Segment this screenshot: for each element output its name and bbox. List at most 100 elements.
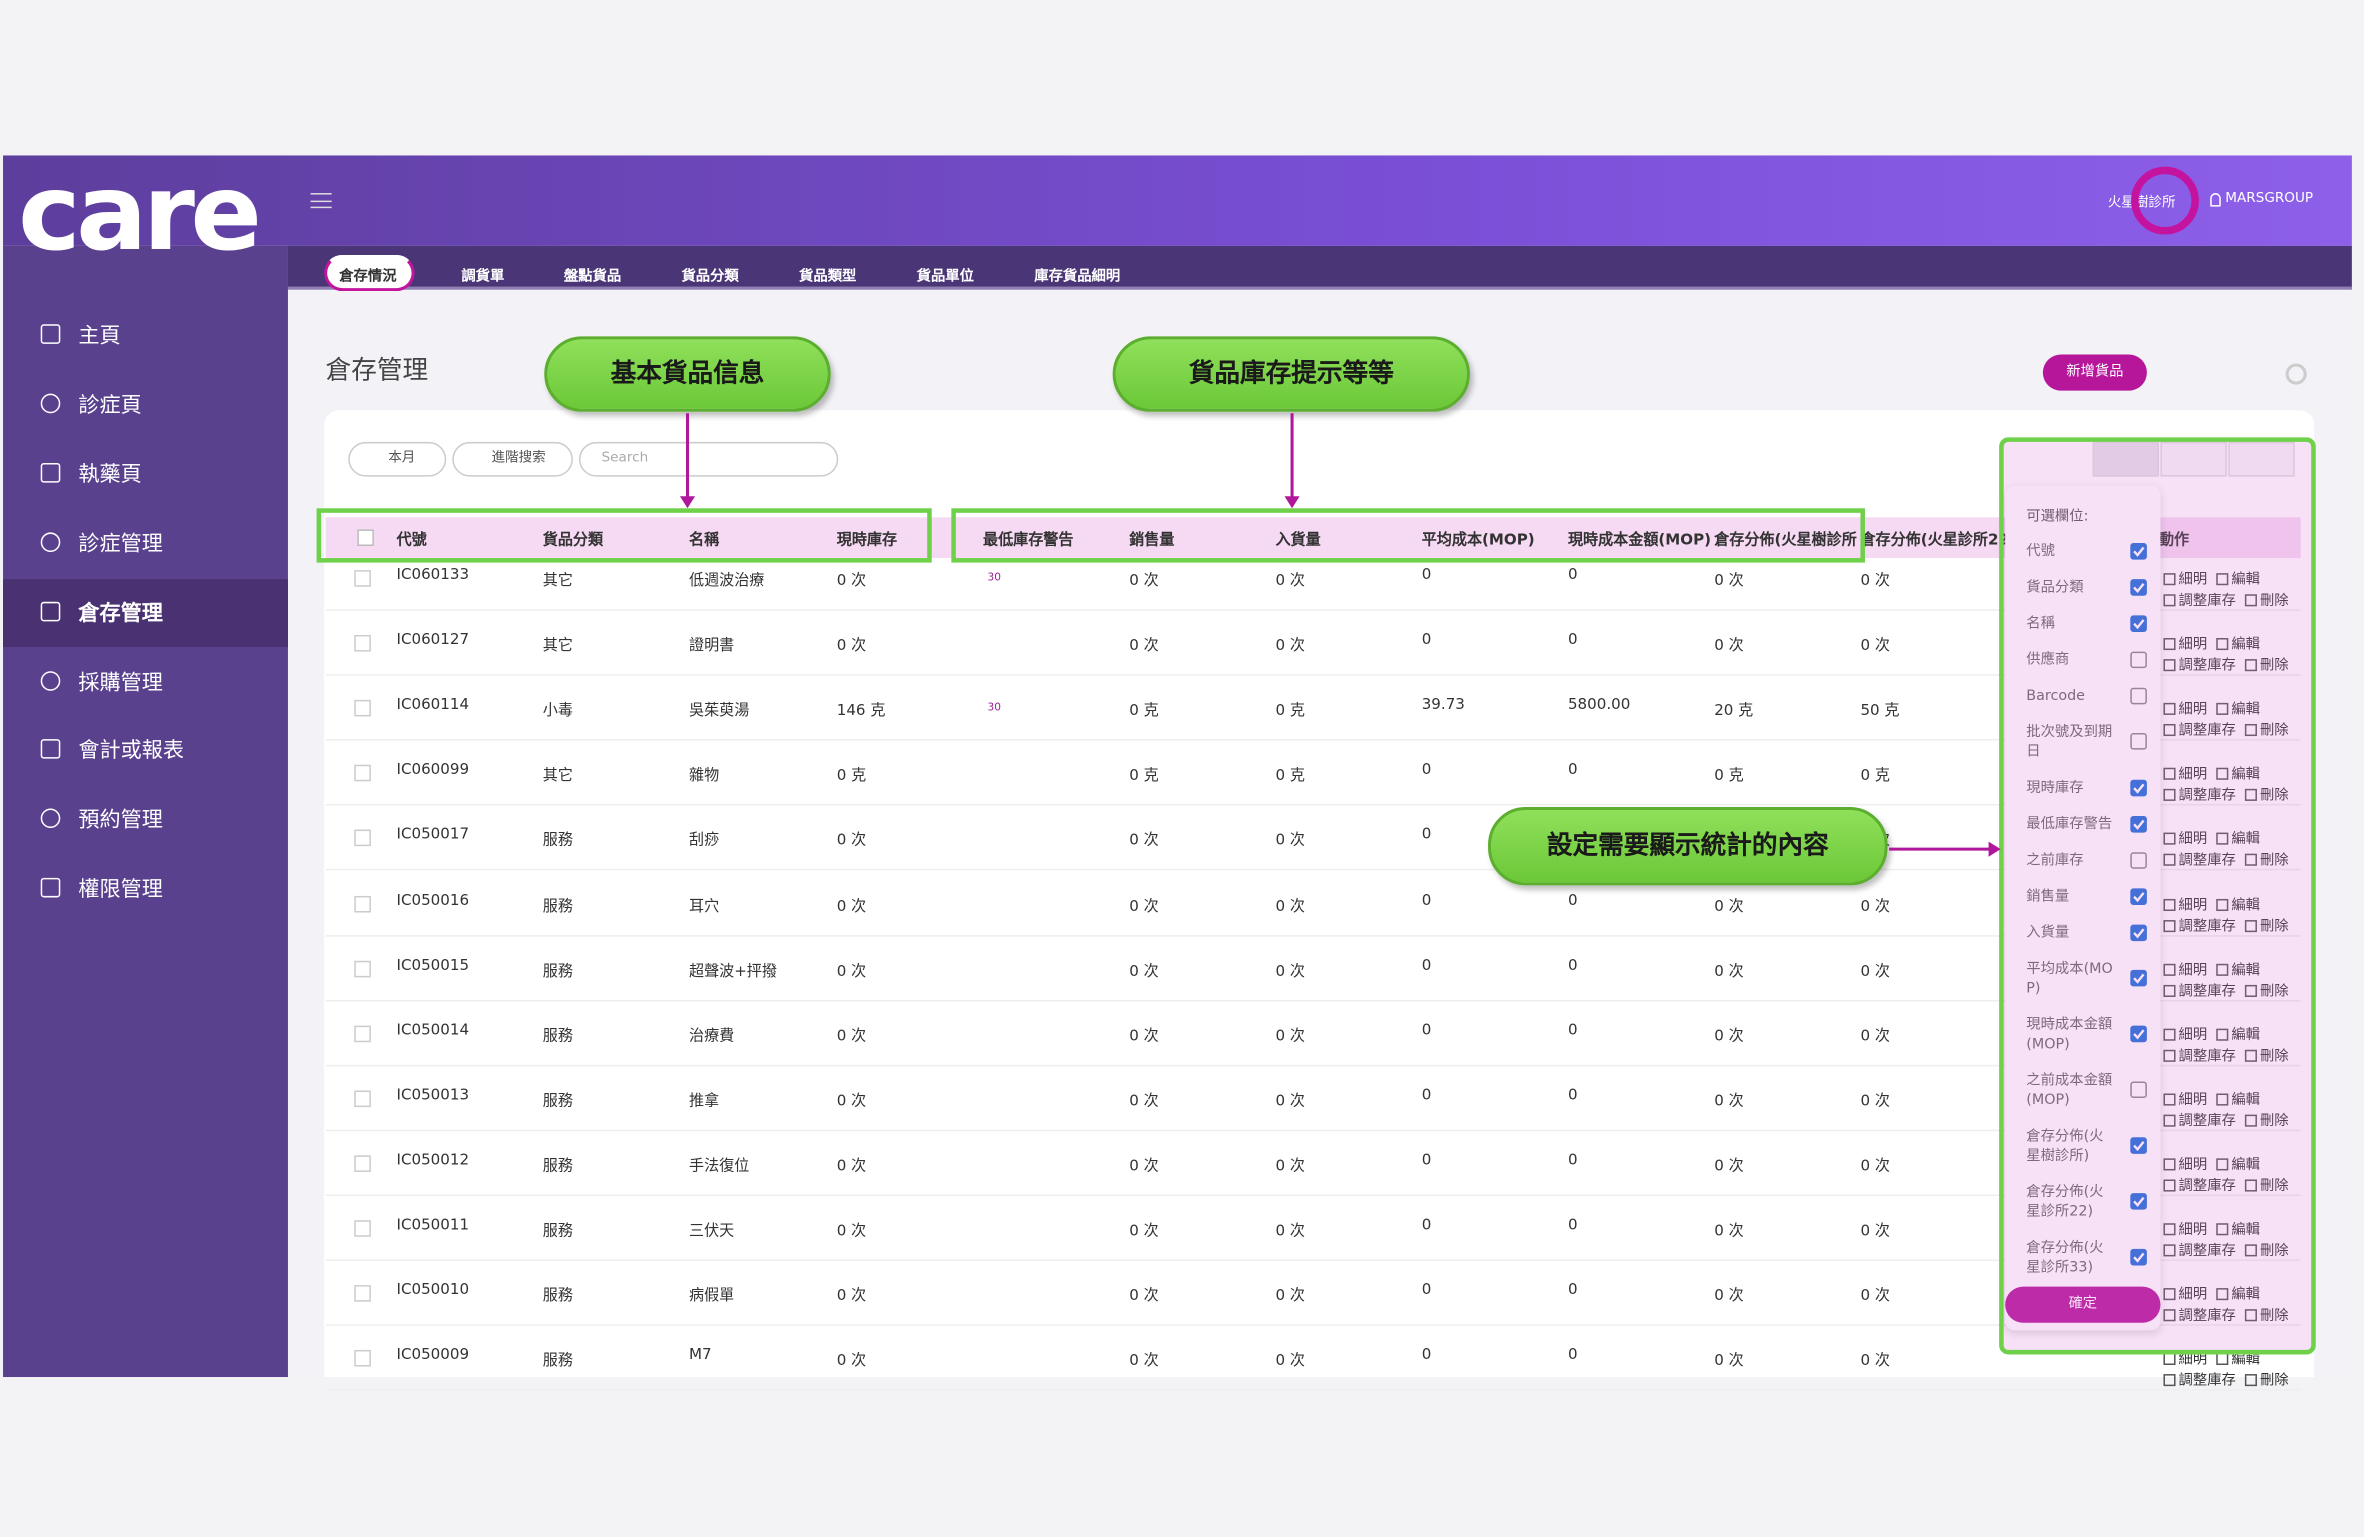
- picker-option[interactable]: 貨品分類: [2026, 569, 2147, 605]
- action-link[interactable]: 刪除: [2244, 1303, 2289, 1324]
- menu-item[interactable]: 會計或報表: [78, 739, 184, 764]
- action-link[interactable]: 細明: [2163, 892, 2207, 913]
- action-link[interactable]: 編輯: [2216, 1217, 2260, 1238]
- action-link[interactable]: 編輯: [2216, 892, 2260, 913]
- menu-item[interactable]: 診症頁: [78, 393, 142, 418]
- option-checkbox[interactable]: [2130, 1193, 2147, 1210]
- option-checkbox[interactable]: [2130, 815, 2147, 832]
- option-checkbox[interactable]: [2130, 578, 2147, 596]
- action-link[interactable]: 編輯: [2216, 567, 2260, 588]
- column-header[interactable]: 平均成本(MOP): [1421, 532, 1535, 550]
- tab[interactable]: 倉存情況: [339, 268, 397, 286]
- tab[interactable]: 貨品分類: [681, 268, 739, 286]
- action-link[interactable]: 調整庫存: [2163, 1303, 2236, 1324]
- action-link[interactable]: 細明: [2163, 697, 2207, 718]
- option-checkbox[interactable]: [2130, 851, 2147, 869]
- option-checkbox[interactable]: [2130, 733, 2147, 750]
- option-checkbox[interactable]: [2130, 614, 2147, 632]
- tab[interactable]: 盤點貨品: [563, 268, 622, 286]
- action-link[interactable]: 刪除: [2244, 653, 2289, 674]
- action-link[interactable]: 調整庫存: [2163, 978, 2236, 999]
- column-header[interactable]: 貨品分類: [542, 532, 604, 550]
- view-button[interactable]: [2160, 441, 2227, 477]
- menu-item[interactable]: 倉存管理: [78, 601, 163, 626]
- action-link[interactable]: 刪除: [2244, 588, 2289, 609]
- option-checkbox[interactable]: [2130, 1081, 2147, 1099]
- action-link[interactable]: 刪除: [2244, 1173, 2289, 1194]
- option-checkbox[interactable]: [2130, 687, 2147, 704]
- action-link[interactable]: 調整庫存: [2163, 848, 2236, 869]
- option-checkbox[interactable]: [2130, 650, 2147, 668]
- row-checkbox[interactable]: [354, 1350, 371, 1367]
- action-link[interactable]: 刪除: [2244, 913, 2289, 934]
- picker-option[interactable]: 之前庫存: [2026, 842, 2147, 878]
- tab[interactable]: 貨品單位: [916, 268, 974, 286]
- option-checkbox[interactable]: [2130, 1248, 2147, 1266]
- option-checkbox[interactable]: [2130, 969, 2147, 987]
- action-link[interactable]: 編輯: [2216, 632, 2260, 653]
- action-link[interactable]: 細明: [2163, 1217, 2207, 1238]
- action-link[interactable]: 編輯: [2216, 827, 2260, 848]
- column-header[interactable]: 倉存分佈(火星診所22: [1860, 532, 2009, 550]
- menu-item[interactable]: 執藥頁: [78, 462, 142, 487]
- picker-option[interactable]: Barcode: [2026, 677, 2147, 713]
- column-header[interactable]: 動作: [2158, 532, 2190, 550]
- row-checkbox[interactable]: [354, 1285, 371, 1302]
- row-checkbox[interactable]: [354, 960, 371, 977]
- menu-item[interactable]: 預約管理: [78, 808, 163, 834]
- column-header[interactable]: 現時庫存: [836, 532, 898, 550]
- action-link[interactable]: 刪除: [2244, 848, 2289, 869]
- action-link[interactable]: 刪除: [2244, 1043, 2289, 1064]
- action-link[interactable]: 刪除: [2244, 1238, 2289, 1259]
- view-button[interactable]: [2092, 441, 2159, 477]
- confirm-button[interactable]: 確定: [2005, 1286, 2161, 1323]
- view-button[interactable]: [2228, 441, 2295, 477]
- action-link[interactable]: 編輯: [2216, 697, 2260, 718]
- action-link[interactable]: 調整庫存: [2163, 1238, 2236, 1259]
- row-checkbox[interactable]: [354, 895, 371, 912]
- picker-option[interactable]: 入貨量: [2026, 914, 2147, 950]
- action-link[interactable]: 刪除: [2244, 783, 2289, 804]
- column-header[interactable]: 入貨量: [1275, 532, 1321, 550]
- picker-option[interactable]: 批次號及到期日: [2026, 713, 2147, 769]
- column-header[interactable]: 代號: [396, 532, 427, 550]
- picker-option[interactable]: 平均成本(MOP): [2026, 950, 2147, 1006]
- action-link[interactable]: 調整庫存: [2163, 783, 2236, 804]
- action-link[interactable]: 細明: [2163, 1022, 2207, 1043]
- option-checkbox[interactable]: [2130, 779, 2147, 796]
- settings-icon[interactable]: [2285, 363, 2307, 385]
- search-input[interactable]: Search: [578, 441, 839, 477]
- column-header[interactable]: 倉存分佈(火星樹診所: [1714, 532, 1857, 550]
- action-link[interactable]: 調整庫存: [2163, 913, 2236, 934]
- action-link[interactable]: 刪除: [2244, 1108, 2289, 1129]
- menu-item[interactable]: 診症管理: [78, 531, 163, 557]
- row-checkbox[interactable]: [354, 1155, 371, 1172]
- column-header[interactable]: 現時成本金額(MOP): [1567, 532, 1712, 550]
- picker-option[interactable]: 代號: [2026, 532, 2147, 568]
- row-checkbox[interactable]: [354, 1090, 371, 1107]
- action-link[interactable]: 細明: [2163, 567, 2207, 588]
- row-checkbox[interactable]: [354, 635, 371, 652]
- action-link[interactable]: 編輯: [2216, 1282, 2260, 1303]
- action-link[interactable]: 細明: [2163, 827, 2207, 848]
- action-link[interactable]: 刪除: [2244, 1368, 2289, 1389]
- picker-option[interactable]: 倉存分佈(火星診所33): [2026, 1229, 2147, 1285]
- menu-item[interactable]: 採購管理: [78, 670, 163, 695]
- option-checkbox[interactable]: [2130, 542, 2147, 559]
- action-link[interactable]: 調整庫存: [2163, 1368, 2236, 1389]
- action-link[interactable]: 編輯: [2216, 1152, 2260, 1173]
- option-checkbox[interactable]: [2130, 923, 2147, 941]
- action-link[interactable]: 細明: [2163, 632, 2207, 653]
- row-checkbox[interactable]: [354, 830, 371, 847]
- picker-option[interactable]: 倉存分佈(火星診所22): [2026, 1173, 2147, 1229]
- header-checkbox[interactable]: [357, 529, 374, 547]
- action-link[interactable]: 調整庫存: [2163, 1108, 2236, 1129]
- action-link[interactable]: 編輯: [2216, 957, 2260, 978]
- add-button[interactable]: 新增貨品: [2042, 354, 2147, 391]
- row-checkbox[interactable]: [354, 700, 371, 717]
- action-link[interactable]: 細明: [2163, 1152, 2207, 1173]
- option-checkbox[interactable]: [2130, 1025, 2147, 1043]
- picker-option[interactable]: 倉存分佈(火星樹診所): [2026, 1118, 2147, 1174]
- action-link[interactable]: 細明: [2163, 957, 2207, 978]
- column-header[interactable]: 名稱: [688, 532, 720, 550]
